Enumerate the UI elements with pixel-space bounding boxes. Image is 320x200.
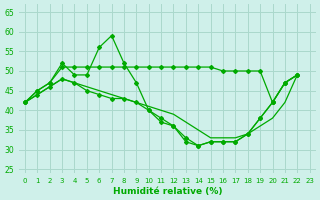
X-axis label: Humidité relative (%): Humidité relative (%) xyxy=(113,187,222,196)
